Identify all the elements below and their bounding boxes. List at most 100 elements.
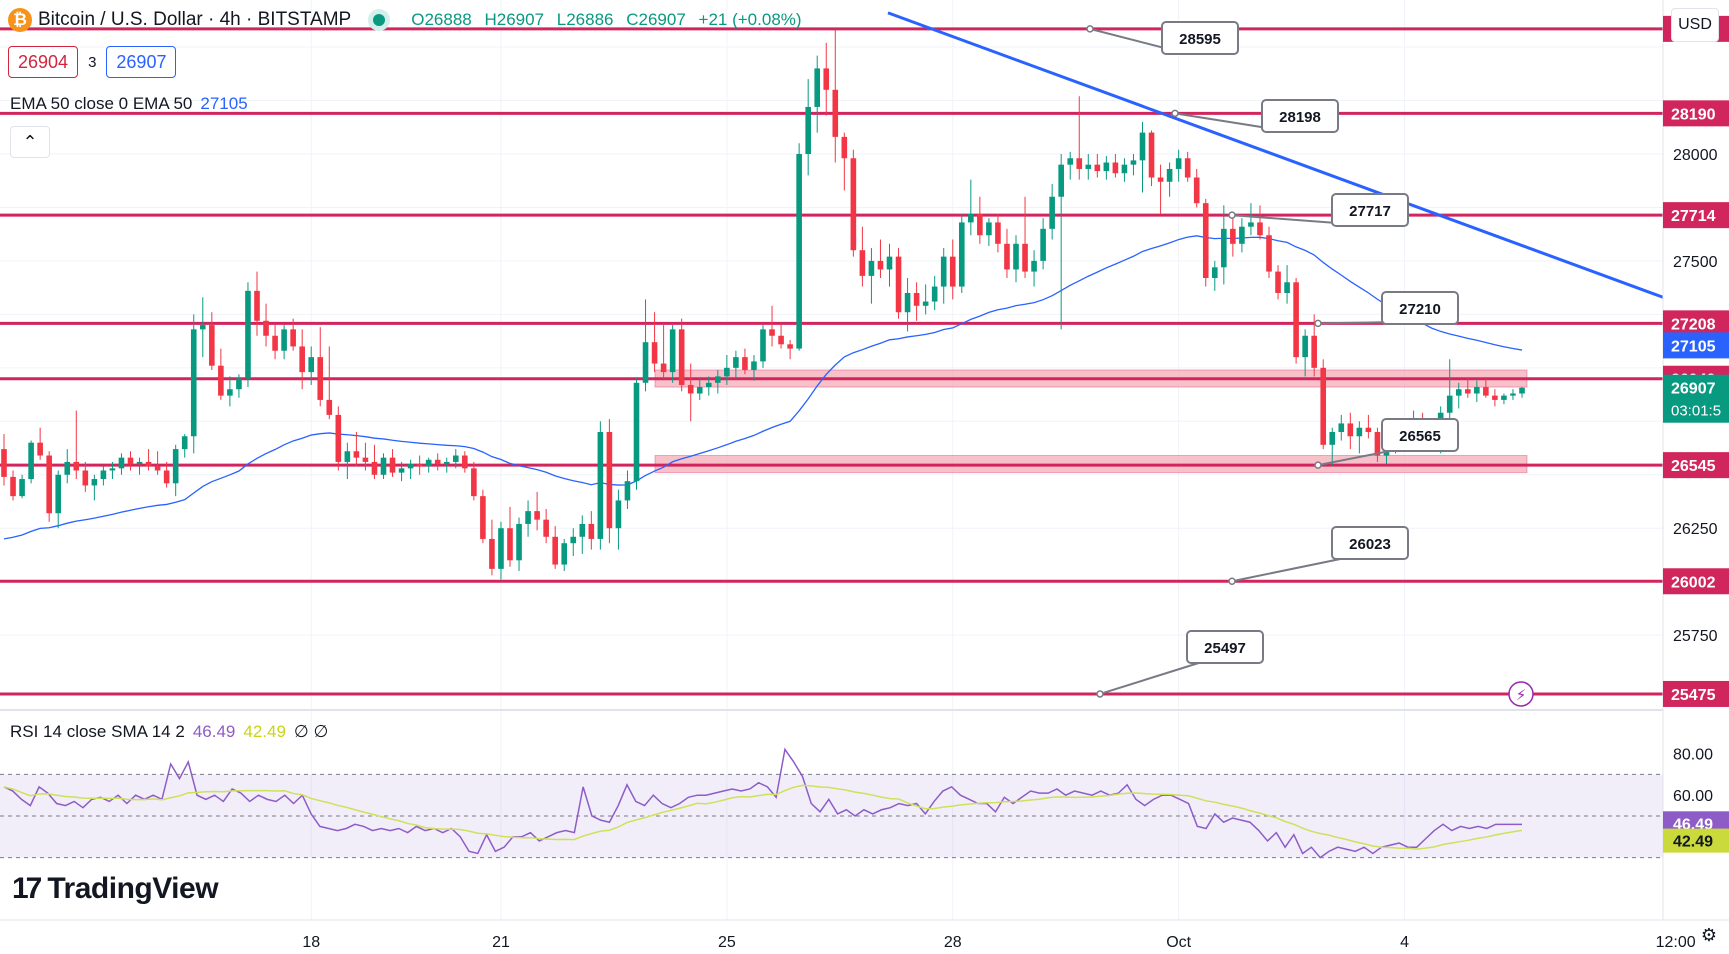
callout-label: 28595 xyxy=(1179,31,1221,48)
rsi-tick-label: 80.00 xyxy=(1673,747,1713,764)
collapse-legend-button[interactable]: ⌃ xyxy=(10,126,50,158)
level-price-tag: 27208 xyxy=(1671,316,1716,333)
buy-button[interactable]: 26907 xyxy=(106,46,177,78)
level-price-tag: 28190 xyxy=(1671,106,1716,123)
candle xyxy=(1519,387,1525,394)
level-price-tag: 26002 xyxy=(1671,574,1716,591)
price-axis[interactable]: 2575026250275002800028585281902771427208… xyxy=(1662,0,1729,954)
alert-lightning-icon[interactable] xyxy=(1508,681,1534,707)
candle xyxy=(389,457,396,473)
callout-anchor xyxy=(1314,319,1322,328)
callout-box xyxy=(1161,21,1239,55)
candle xyxy=(913,292,920,306)
candle xyxy=(678,329,685,385)
ohlc-change: +21 (+0.08%) xyxy=(698,10,802,29)
rsi-legend-value: 46.49 xyxy=(192,722,236,741)
candle xyxy=(254,290,260,321)
candle xyxy=(669,329,676,373)
price-callout[interactable]: 26565 xyxy=(1314,418,1459,469)
ema-price-tag: 27105 xyxy=(1671,338,1716,355)
price-tick-label: 28000 xyxy=(1673,147,1718,164)
candle xyxy=(1013,243,1019,270)
candle xyxy=(1076,158,1083,169)
currency-button[interactable]: USD xyxy=(1671,8,1719,42)
candle xyxy=(1446,395,1453,413)
candle xyxy=(1211,267,1218,279)
callout-anchor xyxy=(1314,461,1322,469)
candle xyxy=(73,461,80,471)
candle xyxy=(1184,158,1191,178)
candle xyxy=(1239,226,1245,244)
candle xyxy=(1121,164,1128,174)
level-price-tag: 27714 xyxy=(1671,208,1716,225)
candle xyxy=(579,523,586,537)
level-price-tag-bg xyxy=(1663,310,1729,337)
candle xyxy=(1374,431,1381,456)
candle xyxy=(1031,260,1037,272)
candle xyxy=(1464,389,1471,394)
candle xyxy=(163,470,170,484)
price-tick-label: 26250 xyxy=(1673,521,1718,538)
candle xyxy=(1175,158,1182,169)
callout-label: 28198 xyxy=(1279,109,1321,126)
candle xyxy=(823,68,830,90)
price-callout[interactable]: 27717 xyxy=(1228,193,1409,227)
candles xyxy=(1,29,1525,580)
candle xyxy=(1320,367,1327,445)
candle xyxy=(489,538,495,569)
time-tick-label: 28 xyxy=(944,934,962,951)
candle xyxy=(588,523,595,539)
price-tick-label: 25750 xyxy=(1673,628,1718,645)
callout-anchor xyxy=(1171,109,1179,118)
time-tick-label: 4 xyxy=(1400,934,1409,951)
chevron-up-icon: ⌃ xyxy=(22,131,38,152)
rsi-line xyxy=(3,747,1522,859)
level-price-tag-bg xyxy=(1663,680,1729,707)
candle xyxy=(1248,222,1254,227)
ema-legend[interactable]: EMA 50 close 0 EMA 50 27105 xyxy=(10,94,248,114)
candle xyxy=(145,461,152,467)
candle xyxy=(471,468,477,497)
symbol-title[interactable]: Bitcoin / U.S. Dollar · 4h · BITSTAMP xyxy=(38,9,352,30)
candle xyxy=(931,286,938,302)
candle xyxy=(480,496,486,539)
candle xyxy=(263,320,269,336)
rsi-sma-legend-value: 42.49 xyxy=(243,722,286,741)
candle xyxy=(1293,282,1299,358)
price-callout[interactable]: 28595 xyxy=(1086,21,1239,55)
candle xyxy=(82,470,89,486)
candle xyxy=(624,481,631,501)
price-tick-label: 27500 xyxy=(1673,254,1718,271)
price-callout[interactable]: 28198 xyxy=(1171,99,1339,133)
ohlc-high: H26907 xyxy=(484,10,545,29)
ohlc-close: C26907 xyxy=(626,10,686,29)
time-tick-label: 12:00 xyxy=(1656,934,1696,951)
price-callout[interactable]: 26023 xyxy=(1228,526,1409,586)
candle xyxy=(760,329,766,362)
settings-icon[interactable]: ⚙ xyxy=(1700,925,1717,945)
candle xyxy=(561,543,568,565)
level-price-tag: 25475 xyxy=(1671,687,1716,704)
time-tick-label: 25 xyxy=(718,934,736,951)
callout-label: 27210 xyxy=(1399,301,1441,318)
candle xyxy=(218,365,224,396)
candle xyxy=(118,457,125,469)
candle xyxy=(986,222,992,236)
candle xyxy=(462,455,468,469)
callout-pointer xyxy=(1231,556,1351,583)
candle xyxy=(353,451,360,458)
rsi-legend[interactable]: RSI 14 close SMA 14 2 46.49 42.49 ∅ ∅ xyxy=(10,722,328,742)
candle xyxy=(1148,132,1155,178)
callout-label: 25497 xyxy=(1204,640,1246,657)
candle xyxy=(570,536,577,544)
candle xyxy=(751,361,757,370)
candle xyxy=(868,260,875,276)
sell-button[interactable]: 26904 xyxy=(8,46,79,78)
callout-box xyxy=(1186,630,1264,664)
candle xyxy=(769,329,775,336)
price-callout[interactable]: 25497 xyxy=(1096,630,1264,698)
candle xyxy=(335,414,342,462)
price-callout[interactable]: 27210 xyxy=(1314,291,1459,328)
